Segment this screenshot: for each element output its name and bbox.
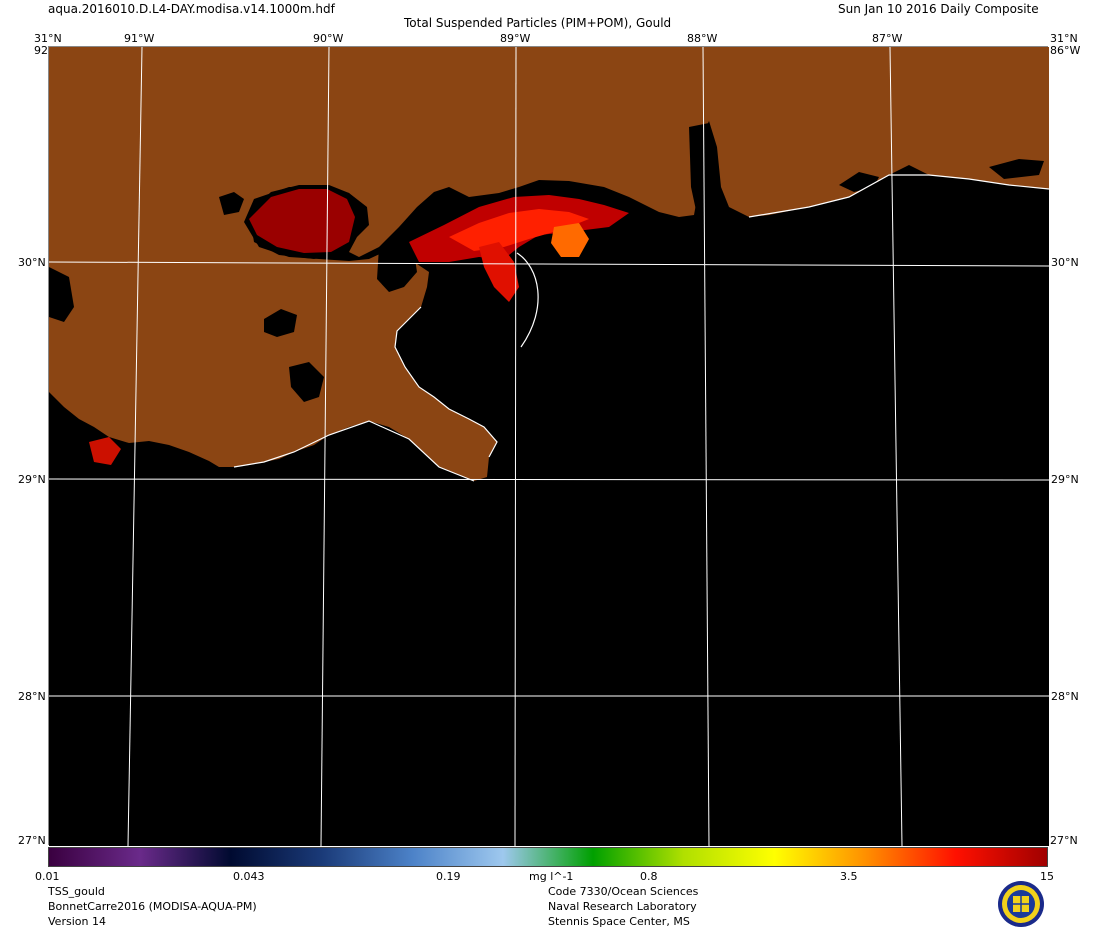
footer-project-name: BonnetCarre2016 (MODISA-AQUA-PM) (48, 900, 257, 913)
date-label: Sun Jan 10 2016 Daily Composite (838, 2, 1039, 16)
lon-label-88w: 88°W (687, 32, 718, 45)
colorbar-tick-4: 3.5 (840, 870, 858, 883)
colorbar-tick-2: 0.19 (436, 870, 461, 883)
lat-label-left-28n: 28°N (18, 690, 46, 703)
barataria-bay (289, 362, 324, 402)
footer-lab: Naval Research Laboratory (548, 900, 697, 913)
nrl-seal-icon (998, 881, 1044, 927)
product-title: Total Suspended Particles (PIM+POM), Gou… (404, 16, 672, 30)
lat-label-left-30n: 30°N (18, 256, 46, 269)
colorbar-tick-3: 0.8 (640, 870, 658, 883)
pensacola-bay (989, 159, 1044, 179)
tss-plume-orange (551, 223, 589, 257)
filename-label: aqua.2016010.D.L4-DAY.modisa.v14.1000m.h… (48, 2, 335, 16)
lat-label-right-28n: 28°N (1051, 690, 1079, 703)
footer-version: Version 14 (48, 915, 106, 928)
perdido-bay (839, 172, 879, 192)
footer-location: Stennis Space Center, MS (548, 915, 690, 928)
tss-plume-vermilion (89, 437, 121, 465)
footer-code: Code 7330/Ocean Sciences (548, 885, 699, 898)
coastline (233, 174, 1049, 482)
corner-lat-bottom-left: 27°N (18, 834, 46, 847)
corner-lat-top-right: 31°N (1050, 32, 1078, 45)
lake-borgne (377, 242, 417, 292)
lat-label-left-29n: 29°N (18, 473, 46, 486)
corner-lat-bottom-right: 27°N (1050, 834, 1078, 847)
lon-label-89w: 89°W (500, 32, 531, 45)
graticule (49, 47, 1049, 846)
map-panel[interactable] (48, 46, 1049, 846)
atchafalaya-bay (49, 267, 74, 322)
colorbar-unit: mg l^-1 (529, 870, 574, 883)
colorbar-tick-1: 0.043 (233, 870, 265, 883)
lake-salvador (264, 309, 297, 337)
tss-plume-pontchartrain (249, 189, 355, 253)
tss-plume-delta (479, 242, 519, 302)
lon-label-87w: 87°W (872, 32, 903, 45)
lake-maurepas (219, 192, 244, 215)
lat-label-right-30n: 30°N (1051, 256, 1079, 269)
corner-lon-top-right: 86°W (1050, 44, 1081, 57)
lat-label-right-29n: 29°N (1051, 473, 1079, 486)
colorbar-tick-5: 15 (1040, 870, 1054, 883)
lon-label-90w: 90°W (313, 32, 344, 45)
tss-plume-high (449, 209, 589, 251)
colorbar (48, 847, 1048, 867)
colorbar-tick-0: 0.01 (35, 870, 60, 883)
corner-lat-top-left: 31°N (34, 32, 62, 45)
map-canvas (49, 47, 1049, 846)
footer-product-name: TSS_gould (48, 885, 105, 898)
lon-label-91w: 91°W (124, 32, 155, 45)
